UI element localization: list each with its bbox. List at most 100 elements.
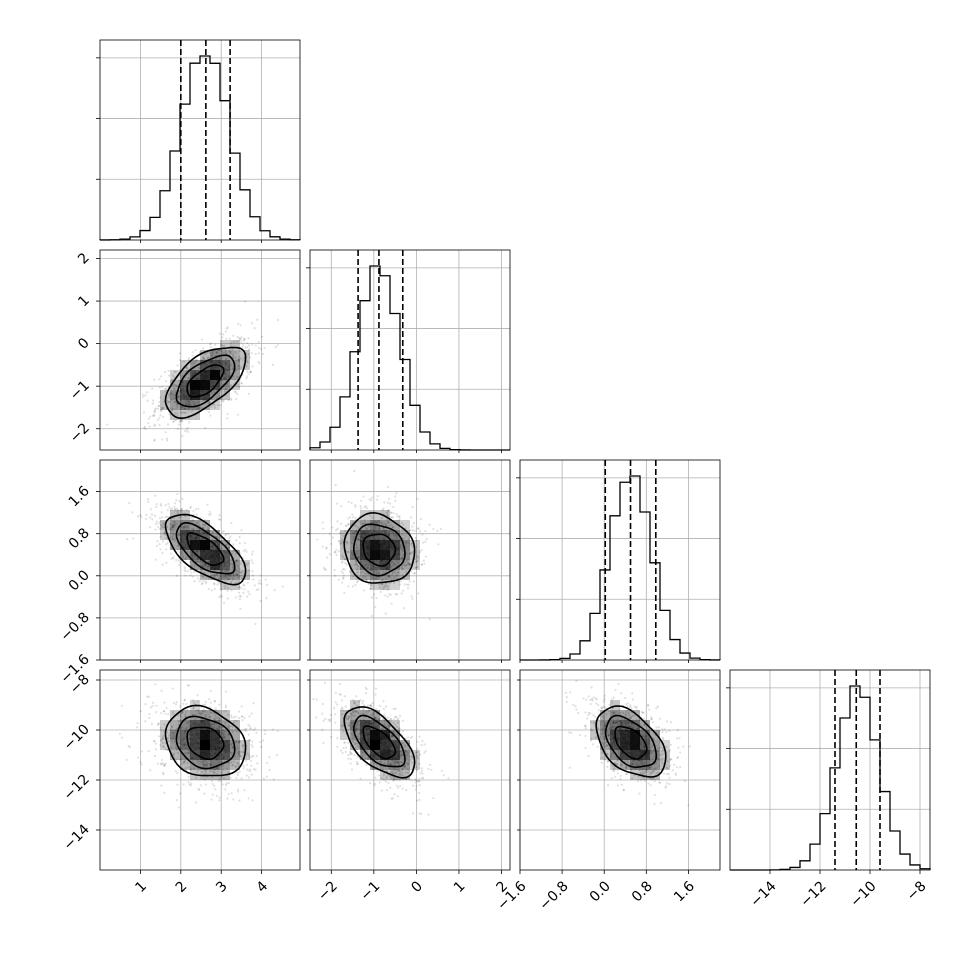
point-3-0-257 [202, 703, 205, 706]
point-2-1-258 [411, 525, 414, 528]
point-2-0-53 [238, 598, 241, 601]
point-3-1-837 [400, 760, 403, 763]
point-2-0-471 [240, 577, 243, 580]
point-3-1-593 [386, 716, 389, 719]
point-3-0-43 [229, 776, 232, 779]
point-3-0-391 [161, 737, 165, 740]
point-3-0-294 [204, 714, 207, 717]
point-2-1-796 [338, 540, 341, 543]
point-2-1-233 [405, 540, 408, 543]
point-3-1-624 [344, 750, 347, 754]
point-3-0-292 [230, 752, 233, 755]
density-cell-1-0-8-16 [180, 410, 190, 420]
point-3-0-436 [181, 726, 184, 729]
point-3-0-471 [215, 794, 218, 797]
point-3-1-509 [386, 760, 389, 763]
point-3-1-885 [411, 784, 415, 787]
point-1-0-346 [206, 356, 209, 359]
point-2-0-266 [225, 576, 228, 579]
point-2-0-729 [186, 570, 189, 573]
point-3-0-35 [220, 776, 224, 779]
density-cell-2-1-7-8 [380, 540, 390, 550]
point-3-0-342 [243, 789, 246, 792]
density-cell-3-0-12-7 [220, 740, 230, 750]
point-1-0-596 [187, 377, 190, 380]
point-3-1-566 [338, 693, 341, 696]
point-3-0-264 [247, 797, 250, 800]
point-3-0-664 [171, 737, 175, 740]
point-3-1-773 [315, 716, 318, 719]
point-1-0-47 [234, 356, 237, 359]
point-1-0-386 [185, 366, 188, 369]
point-2-0-655 [173, 539, 177, 543]
point-2-0-861 [218, 537, 221, 540]
point-1-0-726 [250, 370, 253, 374]
point-3-1-517 [357, 737, 361, 740]
point-3-1-205 [372, 768, 375, 771]
point-2-1-270 [328, 532, 331, 535]
point-3-0-890 [218, 703, 221, 706]
point-3-0-457 [187, 684, 191, 687]
point-2-1-412 [403, 564, 407, 567]
point-2-1-634 [333, 569, 336, 572]
point-3-1-718 [404, 764, 407, 768]
point-1-0-714 [191, 354, 194, 357]
point-3-0-167 [237, 752, 240, 755]
point-2-1-47 [335, 529, 338, 532]
point-2-0-60 [146, 498, 150, 501]
point-3-0-142 [233, 719, 236, 722]
point-3-1-283 [447, 777, 450, 780]
point-3-0-790 [236, 773, 239, 777]
point-3-0-738 [183, 698, 186, 701]
contour-3-0-2 [164, 704, 247, 777]
point-3-0-325 [202, 762, 205, 765]
density-cell-3-0-7-8 [170, 750, 180, 760]
point-1-0-289 [232, 354, 235, 357]
point-3-1-844 [343, 695, 346, 698]
point-1-0-654 [237, 358, 241, 361]
point-2-0-436 [170, 528, 173, 531]
point-2-0-604 [173, 538, 176, 541]
point-1-0-605 [246, 375, 249, 378]
point-3-1-256 [364, 692, 367, 695]
point-2-1-616 [373, 593, 376, 596]
point-3-0-606 [186, 684, 189, 687]
point-2-1-154 [359, 505, 362, 508]
density-cell-2-1-4-8 [350, 540, 360, 550]
point-3-1-401 [406, 754, 409, 757]
density-cell-2-0-10-10 [200, 560, 210, 570]
point-1-0-559 [222, 345, 225, 348]
point-3-0-792 [209, 769, 212, 772]
point-3-0-98 [241, 715, 244, 718]
point-3-2-38 [682, 745, 685, 748]
point-3-1-88 [416, 740, 419, 743]
point-3-0-62 [231, 746, 234, 749]
hist-panel-0 [96, 39, 301, 241]
point-3-1-570 [427, 813, 430, 816]
point-2-0-27 [171, 535, 174, 538]
point-2-0-42 [140, 515, 143, 518]
point-2-0-352 [227, 577, 230, 580]
point-2-1-502 [437, 543, 440, 546]
point-1-0-609 [194, 358, 198, 362]
density-cell-2-0-6-7 [160, 530, 170, 540]
point-2-1-865 [365, 578, 368, 581]
point-2-1-299 [413, 572, 416, 575]
point-2-0-539 [238, 541, 241, 545]
point-3-2-48 [619, 778, 622, 781]
point-3-0-844 [200, 771, 204, 774]
point-2-0-860 [169, 536, 172, 540]
point-1-0-226 [219, 404, 222, 407]
point-2-0-606 [230, 558, 233, 561]
point-2-0-536 [264, 578, 267, 581]
point-3-0-442 [169, 746, 173, 749]
point-1-0-849 [257, 341, 260, 344]
point-3-0-613 [201, 760, 204, 763]
point-2-1-44 [370, 584, 373, 587]
scatter-panel-1-0 [99, 249, 301, 451]
density-cell-2-0-8-7 [180, 530, 190, 540]
point-3-1-528 [365, 710, 368, 713]
point-3-1-46 [383, 719, 386, 723]
point-2-0-450 [166, 509, 169, 512]
point-3-1-549 [405, 788, 408, 792]
